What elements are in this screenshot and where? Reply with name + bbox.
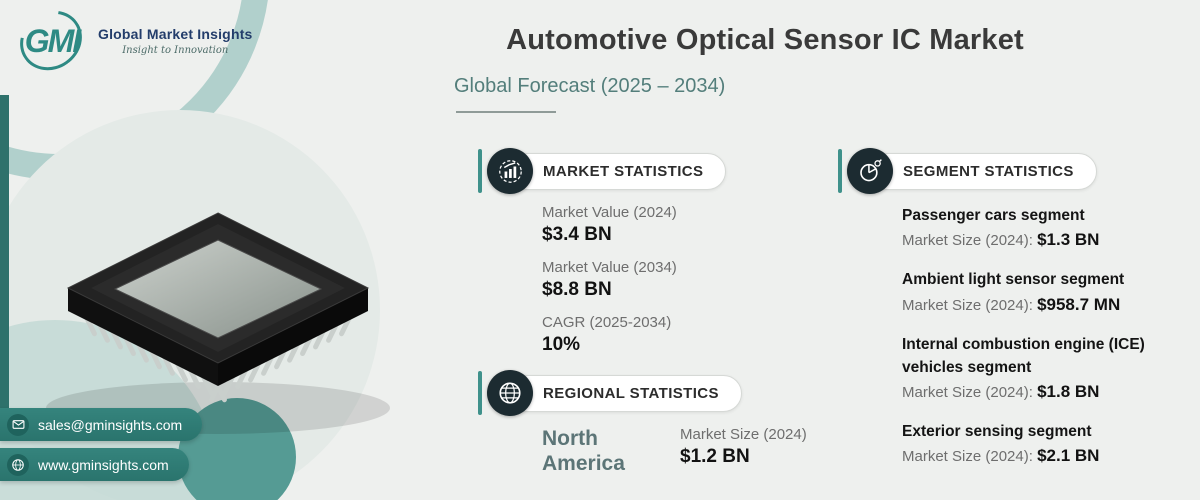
- gmi-logo-icon: GMI: [8, 0, 94, 83]
- brand-logo: GMI Global Market Insights Insight to In…: [8, 0, 253, 83]
- stat-value: $3.4 BN: [542, 224, 612, 245]
- segment-item: Exterior sensing segment Market Size (20…: [902, 420, 1170, 466]
- market-statistics-items: Market Value (2024) $3.4 BN Market Value…: [542, 204, 726, 356]
- pie-chart-magnifier-icon: [847, 148, 893, 194]
- title-block: Automotive Optical Sensor IC Market Glob…: [450, 24, 1080, 113]
- subtitle-underline: [456, 111, 556, 113]
- sensor-chip-illustration: [46, 212, 390, 434]
- stat-label: Market Size (2024):: [902, 448, 1033, 466]
- segment-statistics-items: Passenger cars segment Market Size (2024…: [902, 204, 1170, 466]
- stat-item: Market Value (2024) $3.4 BN: [542, 204, 726, 246]
- contact-email-text: sales@gminsights.com: [38, 416, 183, 433]
- logo-ring-icon: [8, 0, 94, 83]
- stat-value: 10%: [542, 334, 581, 355]
- contact-email-link[interactable]: sales@gminsights.com: [0, 408, 203, 441]
- contact-website-link[interactable]: www.gminsights.com: [0, 448, 189, 481]
- stat-value: $1.3 BN: [1037, 230, 1100, 250]
- region-name: North America: [542, 427, 625, 476]
- globe-icon: [487, 370, 533, 416]
- segment-stat: Market Size (2024): $958.7 MN: [902, 295, 1170, 315]
- market-statistics-header: MARKET STATISTICS: [478, 148, 727, 194]
- stat-value: $1.8 BN: [1037, 382, 1100, 401]
- segment-statistics-header: SEGMENT STATISTICS: [838, 148, 1170, 194]
- stat-value: $8.8 BN: [542, 279, 612, 300]
- segment-statistics-section: SEGMENT STATISTICS Passenger cars segmen…: [838, 148, 1170, 484]
- stat-item: Market Value (2034) $8.8 BN: [542, 259, 726, 301]
- segment-item: Ambient light sensor segment Market Size…: [902, 268, 1170, 314]
- accent-bar: [478, 371, 482, 415]
- segment-stat: Market Size (2024): $1.8 BN: [902, 382, 1170, 402]
- regional-statistics-header: REGIONAL STATISTICS: [478, 370, 807, 416]
- stat-label: Market Size (2024):: [902, 384, 1033, 401]
- segment-name: Ambient light sensor segment: [902, 271, 1125, 289]
- segment-name: Exterior sensing segment: [902, 423, 1092, 440]
- regional-statistics-body: North America Market Size (2024) $1.2 BN: [542, 426, 807, 476]
- stat-item: CAGR (2025-2034) 10%: [542, 314, 726, 356]
- accent-bar: [838, 149, 842, 193]
- market-statistics-section: MARKET STATISTICS Market Value (2024) $3…: [478, 148, 727, 369]
- stat-value: $958.7 MN: [1037, 294, 1121, 314]
- segment-name: Passenger cars segment: [902, 207, 1085, 224]
- market-statistics-icon: [487, 148, 533, 194]
- stat-label: Market Size (2024):: [902, 232, 1033, 250]
- regional-statistics-title: REGIONAL STATISTICS: [509, 374, 742, 412]
- segment-stat: Market Size (2024): $1.3 BN: [902, 230, 1170, 250]
- accent-bar: [478, 149, 482, 193]
- contact-block: sales@gminsights.com www.gminsights.com: [0, 408, 203, 481]
- segment-item: Passenger cars segment Market Size (2024…: [902, 204, 1170, 250]
- stat-label: Market Value (2034): [542, 259, 677, 276]
- segment-item: Internal combustion engine (ICE) vehicle…: [902, 333, 1170, 403]
- brand-tagline: Insight to Innovation: [122, 45, 229, 56]
- email-icon: [7, 413, 29, 436]
- region-stat: Market Size (2024) $1.2 BN: [680, 426, 807, 468]
- decorative-left-bar: [0, 95, 9, 435]
- stat-label: Market Size (2024):: [902, 296, 1033, 314]
- brand-text: Global Market Insights Insight to Innova…: [98, 26, 253, 56]
- brand-name: Global Market Insights: [98, 26, 253, 42]
- stat-value: $1.2 BN: [680, 446, 750, 467]
- stat-label: CAGR (2025-2034): [542, 314, 672, 331]
- regional-statistics-section: REGIONAL STATISTICS North America Market…: [478, 370, 807, 476]
- market-statistics-title: MARKET STATISTICS: [509, 152, 727, 190]
- page-subtitle: Global Forecast (2025 – 2034): [454, 75, 726, 97]
- globe-icon: [7, 453, 29, 476]
- contact-website-text: www.gminsights.com: [38, 456, 169, 473]
- segment-name: Internal combustion engine (ICE) vehicle…: [902, 335, 1145, 376]
- segment-statistics-title: SEGMENT STATISTICS: [869, 152, 1097, 190]
- page-title: Automotive Optical Sensor IC Market: [506, 24, 1024, 56]
- segment-stat: Market Size (2024): $2.1 BN: [902, 446, 1170, 466]
- stat-label: Market Value (2024): [542, 204, 677, 221]
- stat-label: Market Size (2024): [680, 426, 807, 443]
- logo-letters: GMI: [24, 22, 81, 59]
- stat-value: $2.1 BN: [1037, 446, 1100, 466]
